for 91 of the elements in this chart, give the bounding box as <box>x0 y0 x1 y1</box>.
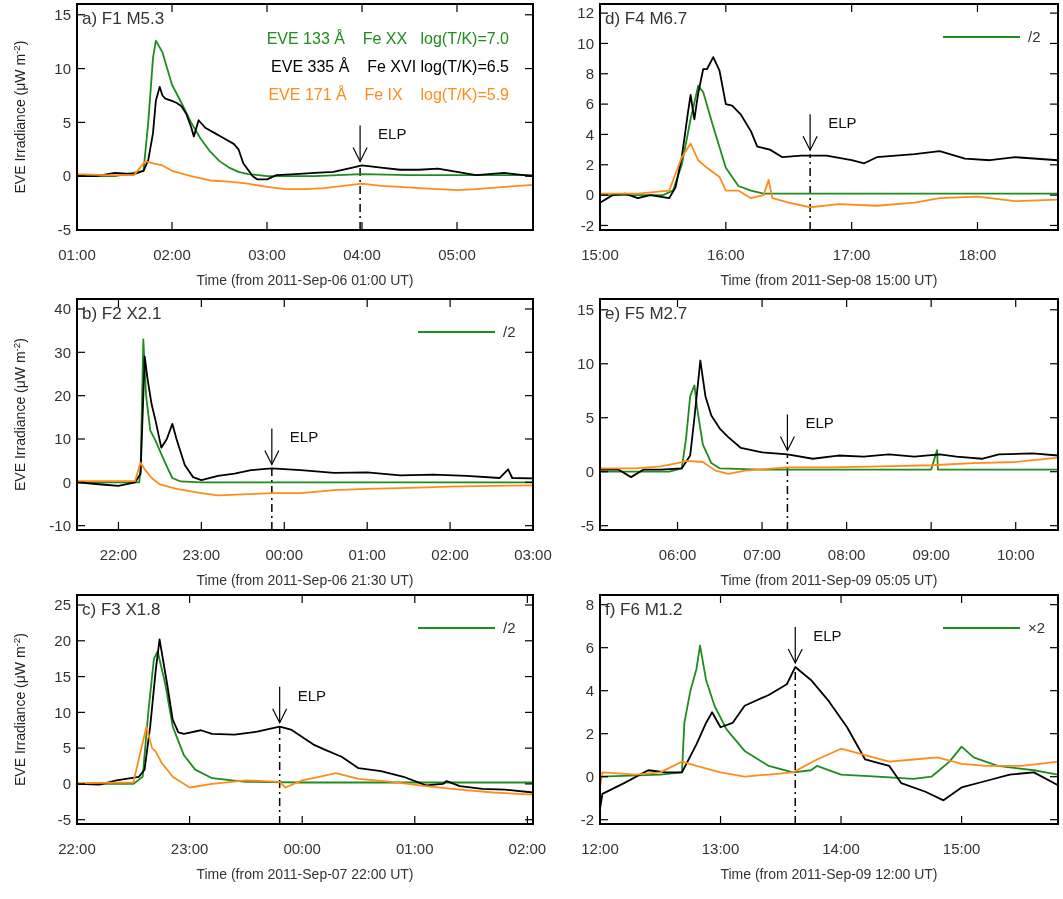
x-tick-label: 01:00 <box>396 840 434 857</box>
y-tick-label: 0 <box>62 473 71 491</box>
annotation: ELP <box>813 627 842 645</box>
x-tick-label: 03:00 <box>248 246 286 263</box>
x-tick-label: 17:00 <box>832 246 871 263</box>
y-tick-label: 6 <box>585 638 594 656</box>
annotation: ELP <box>828 114 857 132</box>
y-tick-label: -2 <box>580 216 594 234</box>
text: EVE 171 Å Fe IX log(T/K)=5.9 <box>268 85 510 103</box>
x-axis-title: Time (from 2011-Sep-07 22:00 UT) <box>196 866 414 882</box>
text: EVE 133 Å Fe XX log(T/K)=7.0 <box>266 29 510 47</box>
chart-title: a) F1 M5.3 <box>82 9 165 28</box>
x-tick-label: 14:00 <box>822 840 860 857</box>
annotation: ELP <box>289 428 319 446</box>
x-tick-label: 22:00 <box>99 546 138 563</box>
y-tick-label: 20 <box>54 386 71 404</box>
y-tick-label: -2 <box>580 810 594 828</box>
chart-title: e) F5 M2.7 <box>605 304 688 323</box>
y-tick-label: 10 <box>54 703 71 721</box>
y-tick-label: 5 <box>62 113 71 131</box>
y-tick-label: 0 <box>62 167 71 185</box>
annotation: ELP <box>378 125 407 143</box>
y-tick-label: 15 <box>577 301 594 319</box>
y-tick-label: 5 <box>585 408 594 426</box>
y-tick-label: 10 <box>54 59 71 77</box>
y-tick-label: 10 <box>577 355 594 373</box>
text: /2 <box>503 619 516 636</box>
y-tick-label: 15 <box>54 6 71 24</box>
x-tick-label: 08:00 <box>827 546 866 563</box>
y-tick-label: 0 <box>585 186 594 204</box>
y-tick-label: 10 <box>577 34 594 52</box>
x-tick-label: 01:00 <box>58 246 96 263</box>
x-tick-label: 05:00 <box>438 246 476 263</box>
chart-title: c) F3 X1.8 <box>82 600 161 619</box>
x-tick-label: 00:00 <box>283 840 321 857</box>
chart-title: d) F4 M6.7 <box>605 9 688 28</box>
y-tick-label: 8 <box>585 595 594 613</box>
x-tick-label: 02:00 <box>508 840 547 857</box>
legend-label: EVE 335 Å Fe XVI log(T/K)=6.5 <box>271 57 510 75</box>
x-tick-label: 23:00 <box>170 840 209 857</box>
x-tick-label: 16:00 <box>707 246 745 263</box>
y-tick-label: -5 <box>580 516 594 534</box>
y-tick-label: 0 <box>585 767 594 785</box>
y-tick-label: 2 <box>585 724 594 742</box>
y-tick-label: 30 <box>54 343 71 361</box>
text: ×2 <box>1028 619 1046 636</box>
x-tick-label: 15:00 <box>942 840 981 857</box>
y-tick-label: 25 <box>54 596 71 614</box>
y-tick-label: 8 <box>585 65 594 83</box>
x-tick-label: 06:00 <box>658 546 697 563</box>
chart-title: b) F2 X2.1 <box>82 304 162 323</box>
y-tick-label: 4 <box>585 125 594 143</box>
x-tick-label: 07:00 <box>743 546 781 563</box>
y-tick-label: -5 <box>57 221 71 239</box>
y-tick-label: -5 <box>57 810 71 828</box>
x-tick-label: 13:00 <box>701 840 740 857</box>
x-tick-label: 12:00 <box>581 840 619 857</box>
y-tick-label: 6 <box>585 95 594 113</box>
y-tick-label: -10 <box>49 516 71 534</box>
x-tick-label: 15:00 <box>581 246 619 263</box>
text: /2 <box>1028 28 1041 45</box>
x-axis-title: Time (from 2011-Sep-08 15:00 UT) <box>720 272 938 288</box>
x-axis-title: Time (from 2011-Sep-09 12:00 UT) <box>720 866 938 882</box>
x-tick-label: 18:00 <box>958 246 997 263</box>
x-tick-label: 22:00 <box>58 840 96 857</box>
x-axis-title: Time (from 2011-Sep-09 05:05 UT) <box>720 572 938 588</box>
text: /2 <box>503 323 516 340</box>
y-tick-label: 40 <box>54 300 71 318</box>
annotation: ELP <box>805 414 834 432</box>
x-tick-label: 00:00 <box>265 546 304 563</box>
annotation: ELP <box>297 686 327 704</box>
x-axis-title: Time (from 2011-Sep-06 01:00 UT) <box>196 272 414 288</box>
y-tick-label: 15 <box>54 667 71 685</box>
y-tick-label: 4 <box>585 681 594 699</box>
y-tick-label: 0 <box>585 462 594 480</box>
x-tick-label: 04:00 <box>343 246 381 263</box>
x-tick-label: 09:00 <box>912 546 950 563</box>
y-tick-label: 20 <box>54 632 71 650</box>
y-tick-label: 5 <box>62 739 71 757</box>
x-tick-label: 03:00 <box>514 546 552 563</box>
y-tick-label: 2 <box>585 156 594 174</box>
x-axis-title: Time (from 2011-Sep-06 21:30 UT) <box>196 572 414 588</box>
x-tick-label: 02:00 <box>431 546 469 563</box>
x-tick-label: 23:00 <box>182 546 221 563</box>
x-tick-label: 10:00 <box>996 546 1035 563</box>
chart-title: f) F6 M1.2 <box>605 600 683 619</box>
y-tick-label: 0 <box>62 775 71 793</box>
x-tick-label: 02:00 <box>153 246 191 263</box>
y-tick-label: 12 <box>577 4 594 22</box>
y-tick-label: 10 <box>54 430 71 448</box>
x-tick-label: 01:00 <box>348 546 386 563</box>
